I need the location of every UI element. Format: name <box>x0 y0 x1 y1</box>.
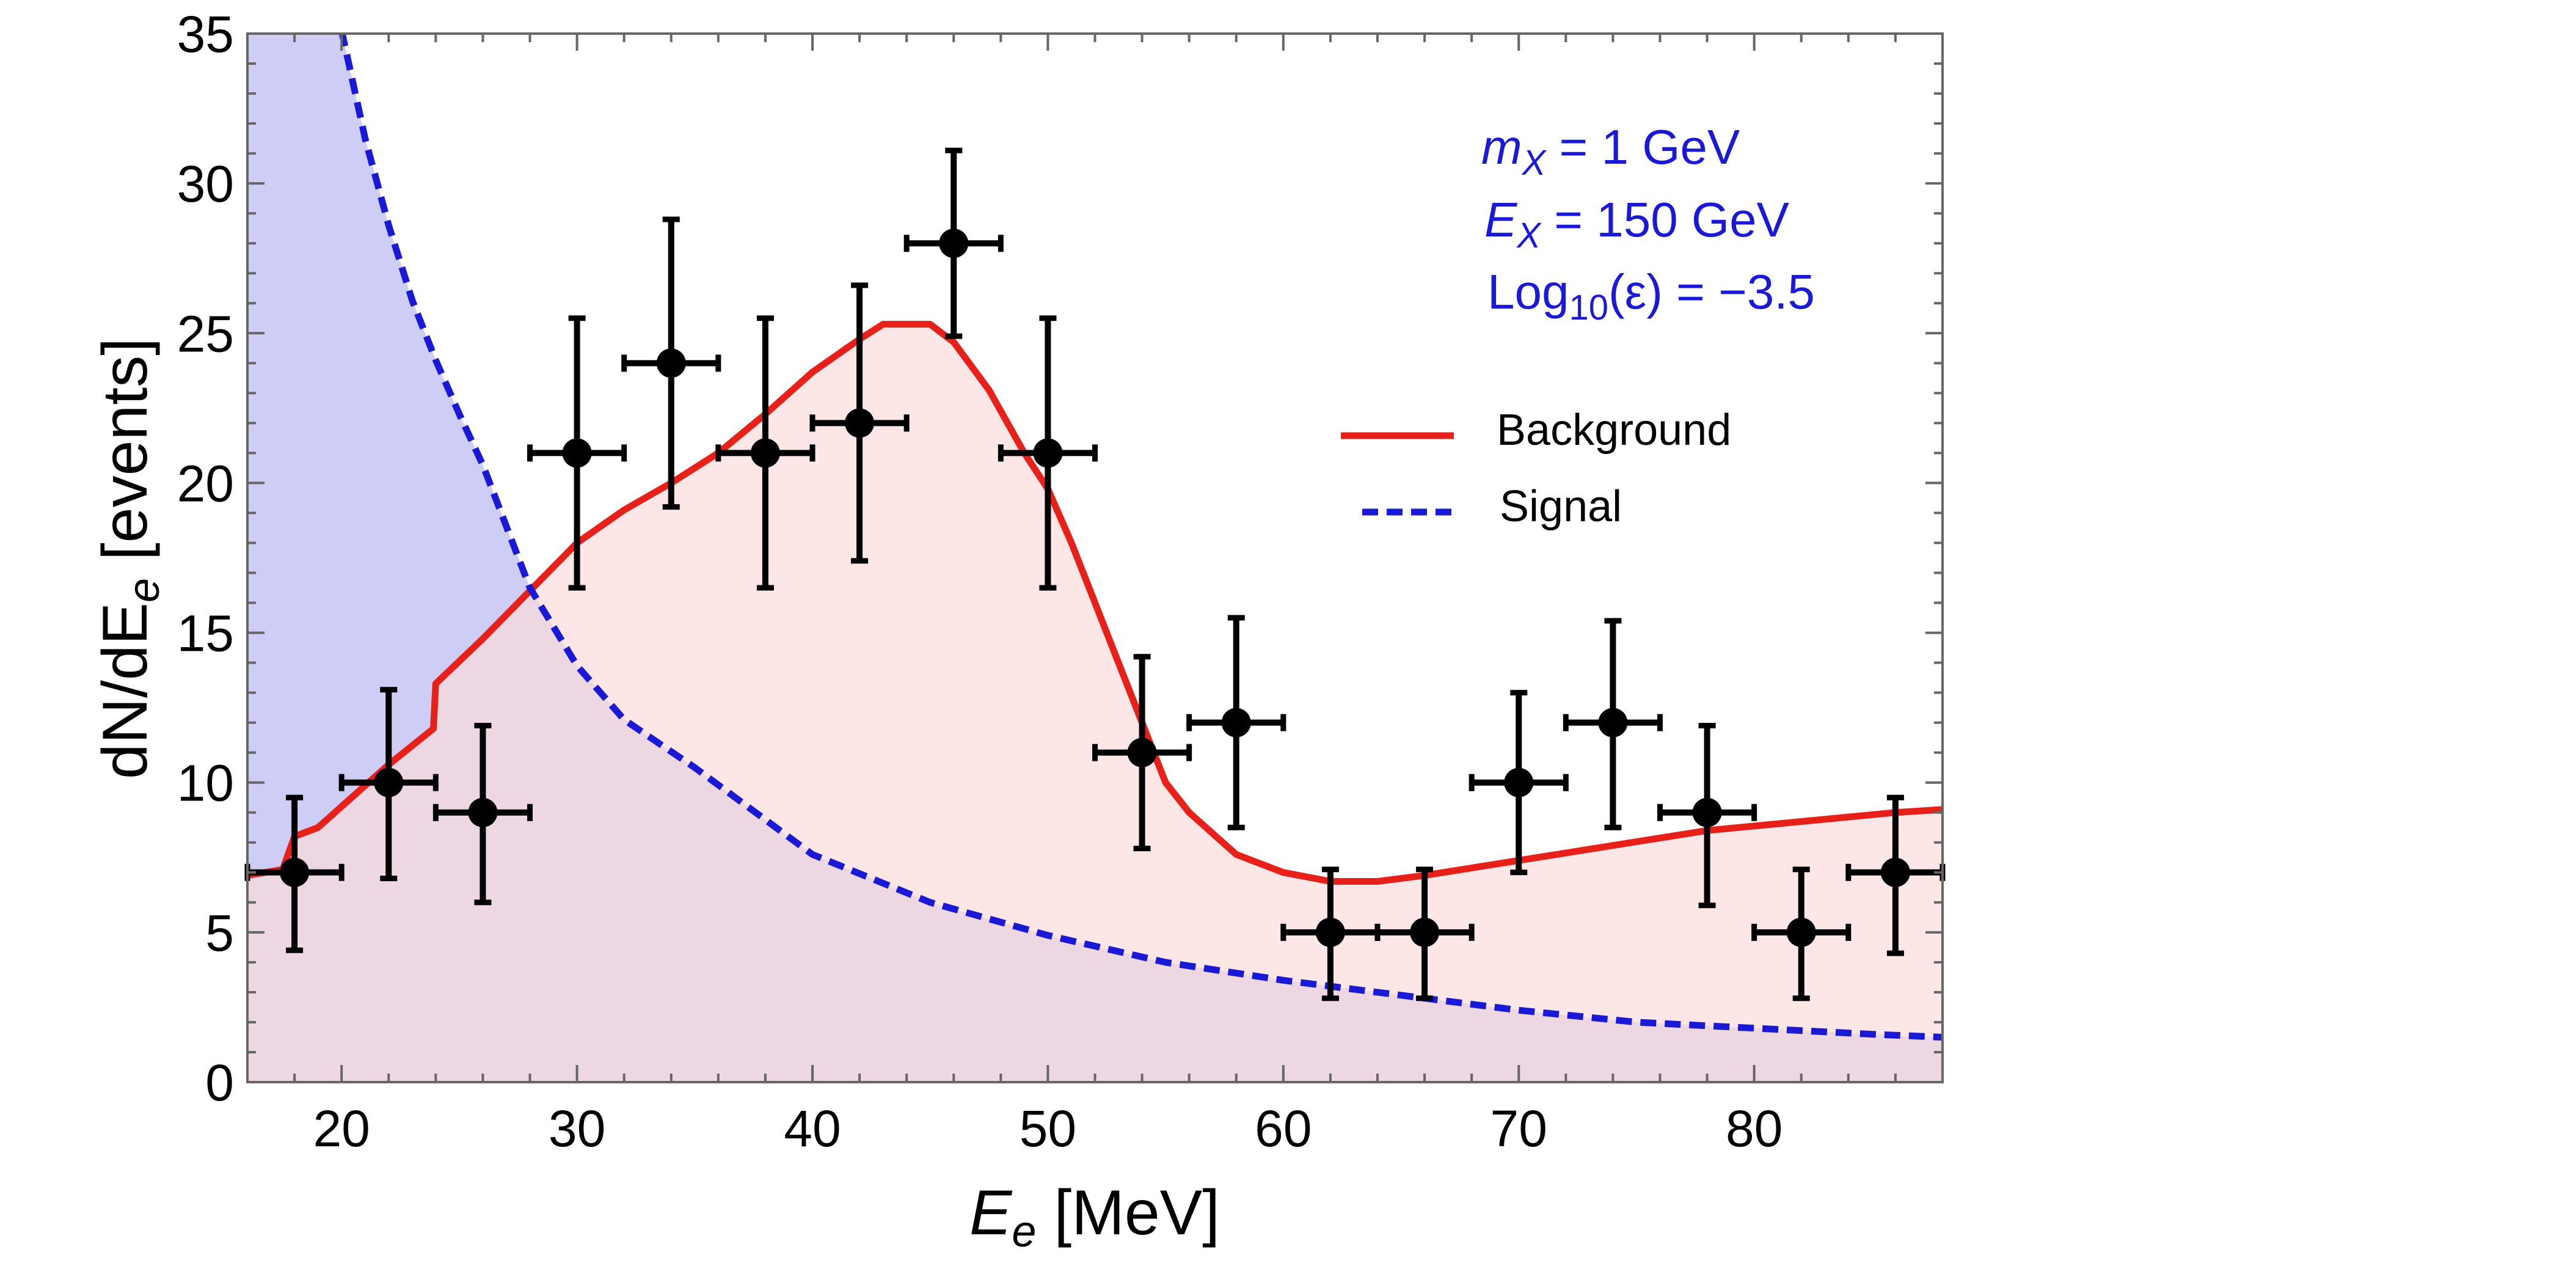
y-tick-label: 35 <box>177 5 234 63</box>
data-marker <box>1033 438 1063 468</box>
data-marker <box>374 767 404 797</box>
data-point <box>1751 866 1852 1001</box>
y-tick-label: 30 <box>177 155 234 213</box>
annotation-mass: mX = 1 GeV <box>1481 120 1740 183</box>
data-point <box>809 282 910 564</box>
background-fill <box>247 324 1943 1082</box>
y-tick-label: 10 <box>177 755 234 812</box>
parameter-annotations: mX = 1 GeV EX = 150 GeV Log10(ε) = −3.5 <box>1481 120 1815 328</box>
data-point <box>1469 690 1569 876</box>
data-marker <box>1880 857 1910 887</box>
data-marker <box>845 408 875 438</box>
data-point <box>1186 615 1286 830</box>
x-tick-label: 50 <box>1020 1100 1076 1157</box>
data-marker <box>562 438 592 468</box>
x-tick-label: 80 <box>1726 1100 1782 1157</box>
data-marker <box>1127 738 1157 767</box>
y-tick-label: 20 <box>177 455 234 512</box>
y-tick-label: 25 <box>177 305 234 362</box>
background-line <box>247 321 1943 885</box>
data-point <box>715 315 815 591</box>
data-point <box>338 687 439 882</box>
data-point <box>1657 723 1757 909</box>
annotation-energy: EX = 150 GeV <box>1484 192 1790 255</box>
data-marker <box>750 438 780 468</box>
signal-line <box>338 34 1943 1041</box>
data-point <box>1092 654 1192 852</box>
y-axis-ticks: 0 5 10 15 20 25 30 35 <box>177 5 1943 1111</box>
data-point <box>244 794 345 953</box>
data-point <box>903 147 1004 339</box>
data-marker <box>1692 797 1722 827</box>
data-point <box>432 723 533 906</box>
x-tick-label: 40 <box>784 1100 841 1157</box>
data-marker <box>1786 917 1816 947</box>
series-lines <box>247 34 1943 1041</box>
data-marker <box>1315 917 1345 947</box>
data-points <box>244 147 1946 1001</box>
data-marker <box>468 797 498 827</box>
legend-label-background: Background <box>1497 406 1731 455</box>
data-marker <box>1410 917 1440 947</box>
data-point <box>1563 618 1663 830</box>
data-point <box>1845 794 1946 956</box>
x-tick-label: 70 <box>1491 1100 1547 1157</box>
x-axis-ticks: 20 30 40 50 60 70 80 <box>246 34 1944 1157</box>
x-tick-label: 20 <box>313 1100 370 1157</box>
data-point <box>1280 866 1381 1001</box>
annotation-epsilon: Log10(ε) = −3.5 <box>1487 265 1815 328</box>
y-axis-title: dN/dEe [events] <box>90 338 169 779</box>
y-tick-label: 0 <box>205 1054 234 1111</box>
data-point <box>527 315 627 591</box>
x-tick-label: 30 <box>549 1100 605 1157</box>
x-tick-label: 60 <box>1255 1100 1312 1157</box>
data-marker <box>1221 708 1251 738</box>
data-marker <box>939 229 969 258</box>
legend-label-signal: Signal <box>1500 482 1622 531</box>
data-point <box>1374 866 1475 1001</box>
series-fills <box>247 34 1943 1082</box>
data-marker <box>280 857 310 887</box>
data-point <box>621 216 721 510</box>
legend: Background Signal <box>1341 406 1731 531</box>
y-tick-label: 15 <box>177 605 234 662</box>
y-tick-label: 5 <box>205 904 234 962</box>
data-marker <box>656 348 686 378</box>
data-point <box>998 315 1098 591</box>
data-marker <box>1504 767 1534 797</box>
x-axis-title: Ee [MeV] <box>969 1177 1220 1256</box>
data-marker <box>1598 708 1628 738</box>
